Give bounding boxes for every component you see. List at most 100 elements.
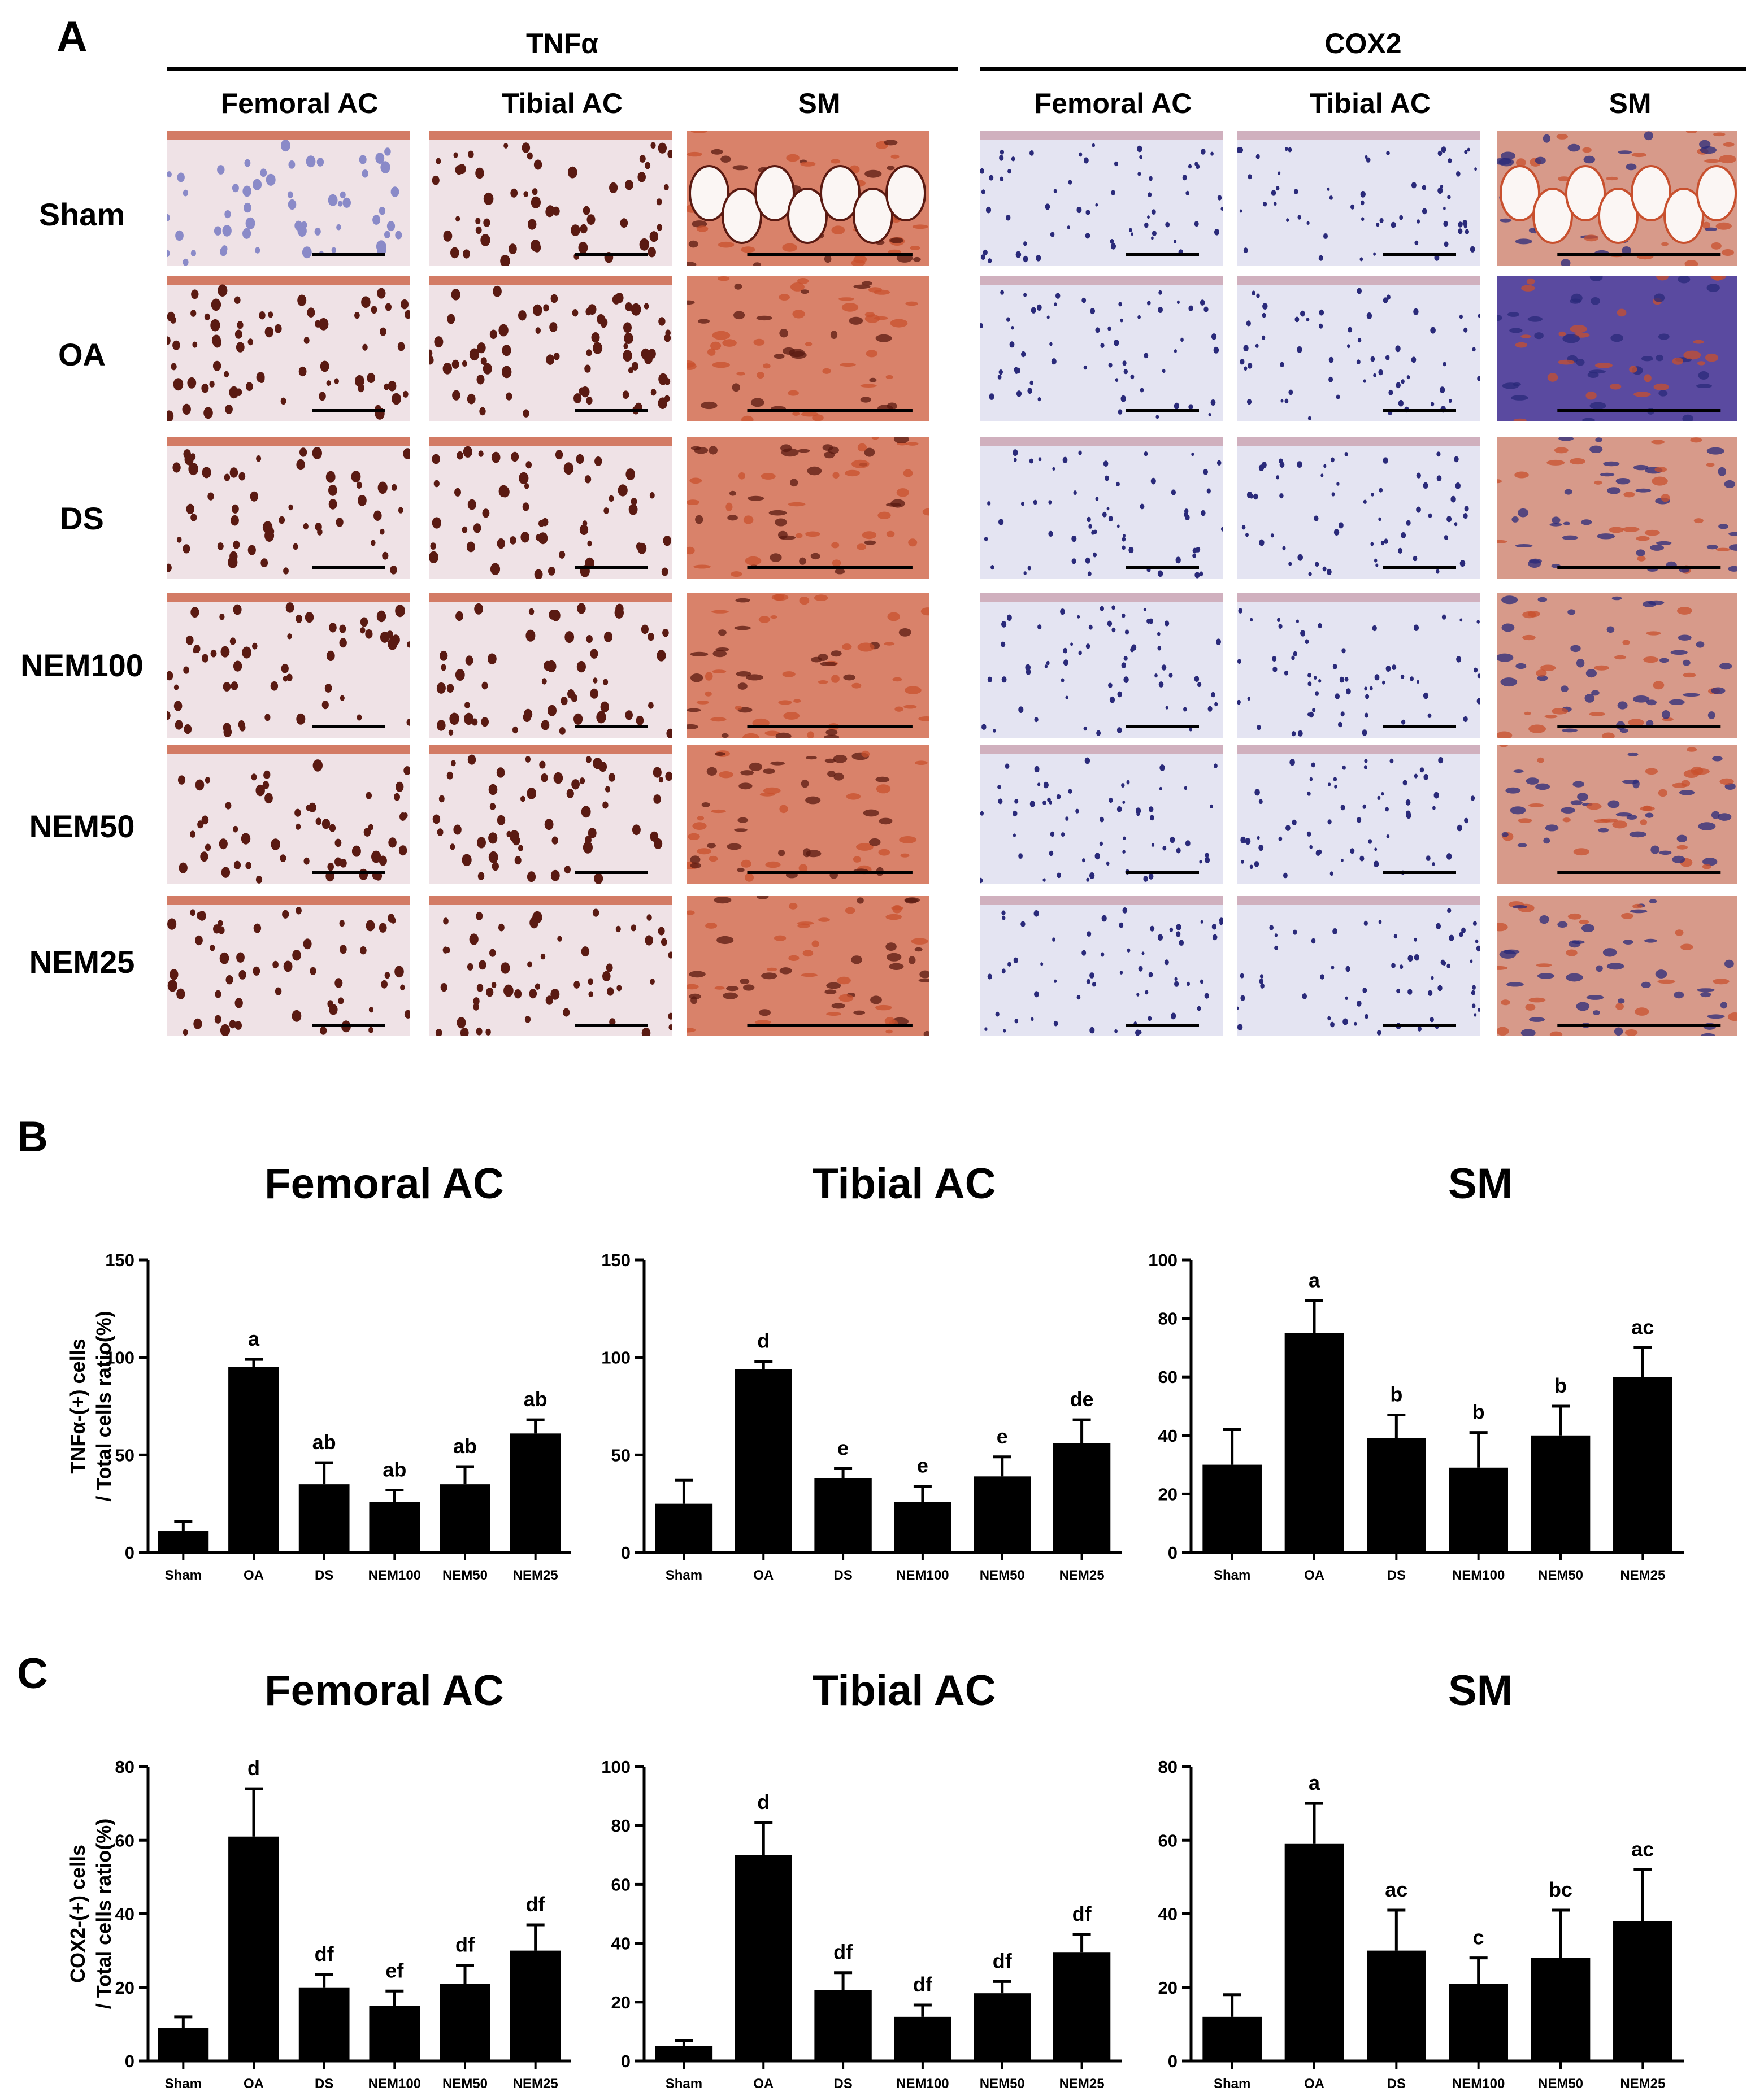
micrograph [1497, 745, 1737, 884]
x-tick-label: NEM25 [513, 2076, 558, 2091]
x-tick-label: DS [833, 1568, 852, 1583]
x-tick-label: NEM50 [980, 1568, 1025, 1583]
micrograph [429, 745, 672, 884]
y-axis-title-line: COX2-(+) cells [66, 1845, 89, 1983]
bar [1449, 1984, 1508, 2061]
x-tick-label: Sham [165, 2076, 202, 2091]
bar [814, 1990, 872, 2061]
x-tick-label: Sham [1214, 1568, 1250, 1583]
marker-rule-cox2 [980, 67, 1746, 71]
chart-title-c-tibial: Tibial AC [812, 1667, 996, 1715]
micrograph [687, 437, 929, 579]
significance-label: b [1390, 1383, 1402, 1406]
micrograph [1497, 437, 1737, 579]
bar [1284, 1843, 1344, 2061]
y-tick-label: 50 [611, 1445, 631, 1465]
bar [1449, 1467, 1508, 1553]
x-tick-label: DS [833, 2076, 852, 2091]
bar [440, 1484, 490, 1553]
chart-title-c-sm: SM [1448, 1667, 1513, 1715]
bar [894, 2016, 951, 2061]
micrograph [687, 593, 929, 738]
micrograph [429, 896, 672, 1036]
significance-label: b [1472, 1401, 1485, 1424]
row-label-sham: Sham [38, 197, 125, 232]
x-tick-label: NEM25 [1620, 2076, 1665, 2091]
bar [894, 1502, 951, 1553]
row-label-nem100: NEM100 [20, 647, 144, 683]
bar [440, 1984, 490, 2061]
x-tick-label: Sham [165, 1568, 202, 1583]
bar [510, 1950, 561, 2061]
y-axis-title-line: TNFα-(+) cells [66, 1338, 89, 1473]
micrograph [167, 131, 410, 266]
y-tick-label: 50 [115, 1445, 134, 1465]
y-tick-label: 80 [115, 1757, 134, 1777]
y-tick-label: 100 [1148, 1250, 1178, 1270]
bar [655, 2046, 713, 2061]
significance-label: ef [385, 1959, 404, 1982]
micrograph [687, 896, 929, 1036]
significance-label: ab [453, 1434, 477, 1458]
panel-label-c: C [17, 1650, 48, 1698]
micrograph [1237, 276, 1480, 421]
row-label-nem50: NEM50 [29, 808, 135, 844]
micrograph [167, 276, 410, 421]
panel-label-b: B [17, 1113, 48, 1161]
column-header-femoral-cox2: Femoral AC [1034, 88, 1192, 119]
chart-B-femoral: 0 50 100 150 Sham OA a DS ab NEM100 ab NEM50 ab NEM25… [66, 1250, 571, 1583]
bar [655, 1503, 713, 1553]
y-axis-title-line: / Total cells ratio(%) [92, 1819, 115, 2009]
significance-label: bc [1549, 1878, 1572, 1901]
y-tick-label: 40 [611, 1934, 631, 1954]
column-header-sm-cox2: SM [1609, 88, 1652, 119]
micrograph [1497, 896, 1737, 1036]
bar [1531, 1958, 1591, 2061]
marker-label-tnfa: TNFα [526, 28, 598, 59]
micrograph [980, 437, 1223, 579]
x-tick-label: DS [315, 2076, 333, 2091]
bar [1053, 1443, 1111, 1553]
y-axis-title: TNFα-(+) cells / Total cells ratio(%) [66, 1311, 115, 1501]
y-tick-label: 40 [1158, 1426, 1178, 1446]
bar [228, 1836, 279, 2061]
micrograph [429, 131, 672, 266]
chart-C-sm: 0 20 40 60 80 Sham OA a DS ac NEM100 c NEM50 bc NEM25 a… [1158, 1757, 1684, 2091]
bar [369, 1502, 420, 1553]
row-label-ds: DS [60, 501, 104, 536]
significance-label: a [248, 1327, 260, 1350]
bar [298, 1484, 350, 1553]
column-header-femoral-tnf: Femoral AC [220, 88, 379, 119]
x-tick-label: NEM50 [1538, 2076, 1583, 2091]
bar [1367, 1950, 1426, 2061]
bar [1053, 1952, 1111, 2061]
micrograph [167, 437, 410, 579]
micrograph [980, 745, 1223, 884]
x-tick-label: NEM100 [896, 1568, 949, 1583]
x-tick-label: NEM25 [1620, 1568, 1665, 1583]
x-tick-label: DS [315, 1568, 333, 1583]
y-tick-label: 60 [1158, 1367, 1178, 1387]
x-tick-label: NEM50 [442, 2076, 488, 2091]
micrograph [1237, 745, 1480, 884]
chart-title-b-sm: SM [1448, 1160, 1513, 1208]
x-tick-label: Sham [666, 1568, 702, 1583]
micrograph [687, 131, 929, 266]
bar [369, 2006, 420, 2061]
column-header-sm-tnf: SM [798, 88, 841, 119]
y-tick-label: 0 [125, 1543, 134, 1563]
y-tick-label: 150 [105, 1250, 134, 1270]
x-tick-label: NEM25 [1059, 2076, 1105, 2091]
bar [735, 1369, 792, 1553]
x-tick-label: OA [244, 2076, 264, 2091]
y-tick-label: 0 [1168, 2051, 1178, 2071]
significance-label: ac [1631, 1315, 1654, 1338]
x-tick-label: NEM50 [1538, 1568, 1583, 1583]
significance-label: df [315, 1942, 334, 1965]
y-tick-label: 40 [115, 1904, 134, 1924]
column-header-tibial-tnf: Tibial AC [502, 88, 623, 119]
bar [228, 1367, 279, 1553]
bar [1531, 1435, 1591, 1553]
bar [1613, 1377, 1672, 1553]
